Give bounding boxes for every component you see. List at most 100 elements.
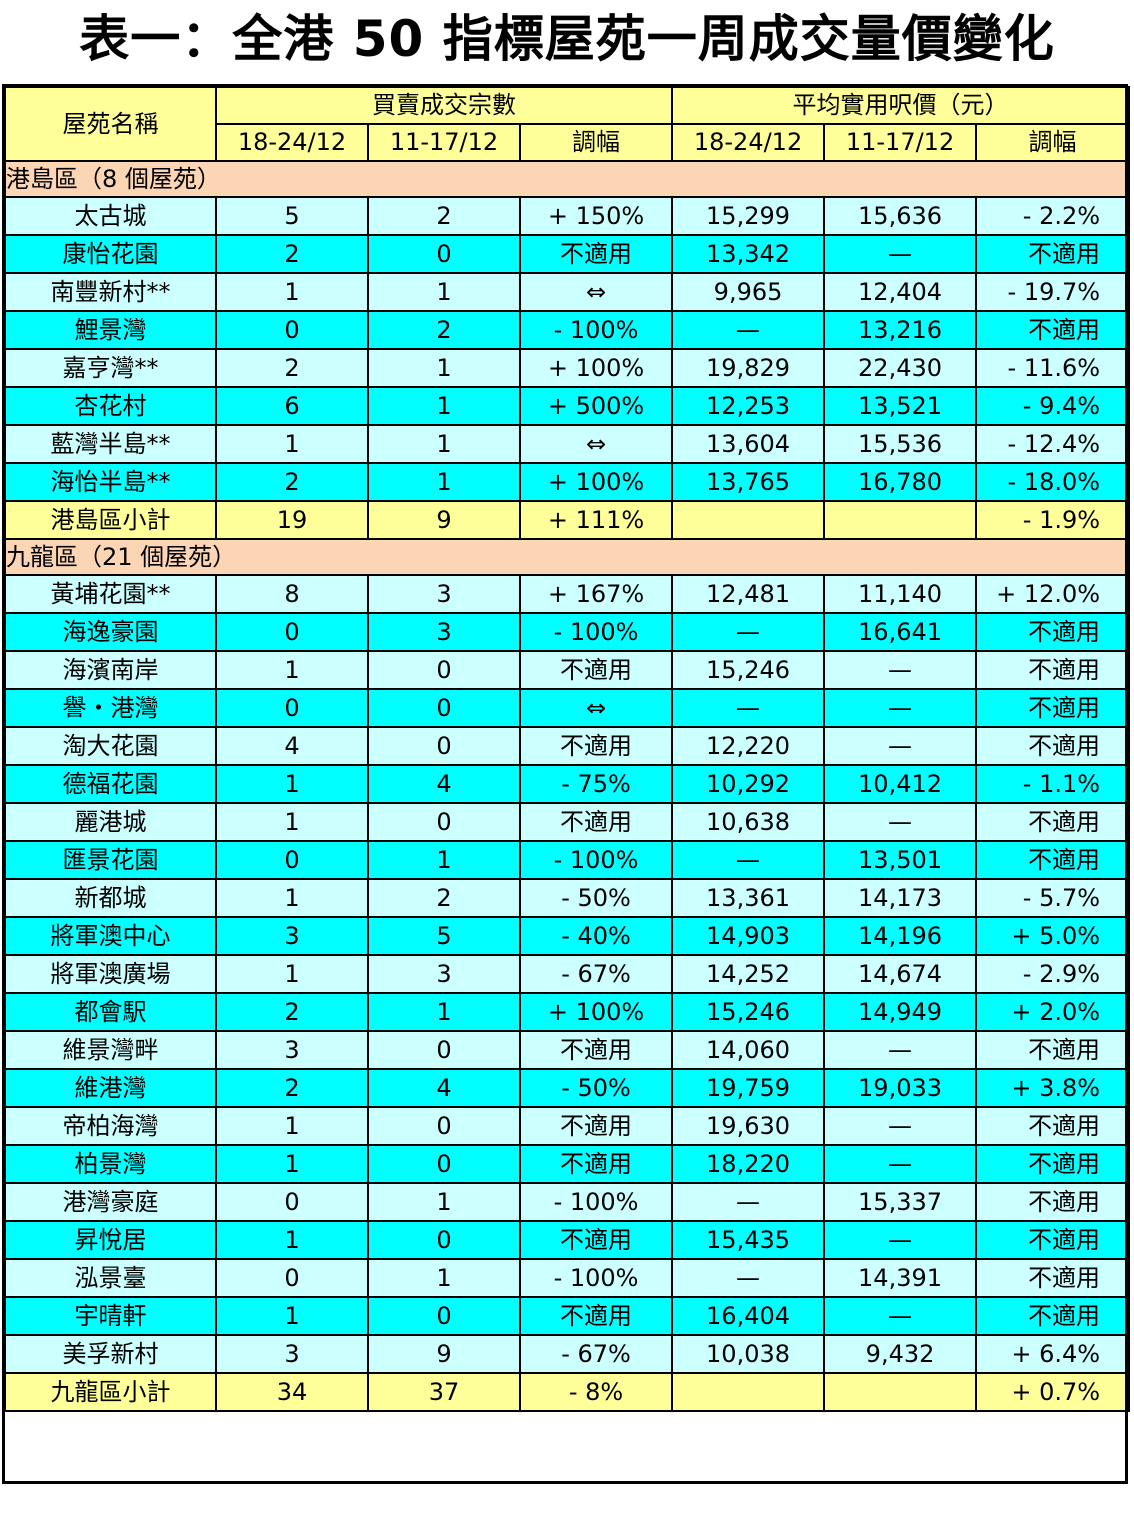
estate-name: 杏花村 [4,386,217,426]
table-cell: 10,292 [671,764,826,804]
transaction-table: 屋苑名稱 買賣成交宗數 平均實用呎價（元） 18-24/12 11-17/12 … [3,86,1131,1412]
table-cell: 2 [215,992,369,1032]
empty-dash: — [823,802,978,842]
table-row: 海濱南岸 1 0 不適用 15,246— 不適用 [4,650,1131,690]
table-cell: 15,636 [823,196,978,236]
table-cell: 15,246 [671,992,826,1032]
table-cell: 1 [367,272,521,312]
table-cell: 1 [215,954,369,994]
table-cell: 1 [215,650,369,690]
header-name-col: 屋苑名稱 [4,86,217,162]
table-cell: 14,391 [823,1258,978,1298]
table-cell: 1 [215,272,369,312]
table-cell: ⇔ [518,272,674,312]
table-cell: + 12.0% [975,574,1131,614]
table-cell: 12,253 [671,386,826,426]
table-cell: 1 [215,1296,369,1336]
table-cell: 2 [215,234,369,274]
table-cell: - 50% [518,878,674,918]
header-row-group: 屋苑名稱 買賣成交宗數 平均實用呎價（元） [4,86,1131,162]
table-cell: 1 [367,348,521,388]
table-cell: 不適用 [975,650,1131,690]
table-cell: 16,780 [823,462,978,502]
table-cell: 10,412 [823,764,978,804]
estate-name: 維港灣 [4,1068,217,1108]
table-cell: 不適用 [975,802,1131,842]
table-cell: 6 [215,386,369,426]
table-cell: - 2.9% [975,954,1131,994]
header-price-group: 平均實用呎價（元） [671,86,1131,125]
table-cell: 0 [367,726,521,766]
table-cell: 14,252 [671,954,826,994]
table-cell: 13,216 [823,310,978,350]
estate-name: 譽・港灣 [4,688,217,728]
table-cell [671,1372,826,1412]
table-cell: 8 [215,574,369,614]
table-cell: + 0.7% [975,1372,1131,1412]
estate-name: 太古城 [4,196,217,236]
table-row: 宇晴軒 1 0 不適用 16,404— 不適用 [4,1296,1131,1336]
table-cell: + 5.0% [975,916,1131,956]
table-cell: 14,173 [823,878,978,918]
table-cell: - 19.7% [975,272,1131,312]
estate-name: 淘大花園 [4,726,217,766]
table-cell [823,500,978,540]
table-cell: 3 [367,612,521,652]
table-cell: - 67% [518,954,674,994]
header-sub-col: 11-17/12 [367,123,521,162]
table-cell: 19 [215,500,369,540]
table-cell: 不適用 [518,726,674,766]
table-cell: - 100% [518,1182,674,1222]
table-cell: - 11.6% [975,348,1131,388]
table-cell: - 100% [518,840,674,880]
table-cell: 11,140 [823,574,978,614]
table-cell: 1 [367,992,521,1032]
table-cell: 4 [367,1068,521,1108]
table-cell: 2 [215,348,369,388]
table-cell: - 8% [518,1372,674,1412]
estate-name: 柏景灣 [4,1144,217,1184]
estate-name: 嘉亨灣** [4,348,217,388]
table-cell: - 75% [518,764,674,804]
table-cell: 16,404 [671,1296,826,1336]
estate-name: 南豐新村** [4,272,217,312]
table-row: 泓景臺 0 1- 100% —14,391 不適用 [4,1258,1131,1298]
table-row: 太古城 5 2 + 150% 15,299 15,636- 2.2% [4,196,1131,236]
table-row: 德福花園 1 4- 75% 10,292 10,412- 1.1% [4,764,1131,804]
table-cell: 15,435 [671,1220,826,1260]
table-cell: 0 [215,1258,369,1298]
table-cell: 0 [215,1182,369,1222]
table-cell: 0 [215,310,369,350]
table-cell: - 12.4% [975,424,1131,464]
region-header-row: 港島區（8 個屋苑） [3,160,1131,198]
empty-dash: — [823,1030,978,1070]
table-cell: 1 [215,1220,369,1260]
empty-dash: — [671,688,826,728]
estate-name: 帝柏海灣 [4,1106,217,1146]
table-cell: + 167% [518,574,674,614]
table-cell: 不適用 [975,688,1131,728]
table-cell: 34 [215,1372,369,1412]
table-cell: 0 [367,1030,521,1070]
table-cell: 9 [367,1334,521,1374]
table-cell: - 67% [518,1334,674,1374]
table-cell: 10,638 [671,802,826,842]
estate-name: 港灣豪庭 [4,1182,217,1222]
table-cell: 10,038 [671,1334,826,1374]
table-cell: 14,060 [671,1030,826,1070]
table-cell: 15,299 [671,196,826,236]
header-sub-col: 11-17/12 [823,123,978,162]
table-row: 海逸豪園 0 3- 100% —16,641 不適用 [4,612,1131,652]
header-sub-col: 18-24/12 [671,123,826,162]
table-cell: + 500% [518,386,674,426]
empty-dash: — [823,726,978,766]
table-cell: 1 [215,1144,369,1184]
table-cell: 3 [367,574,521,614]
table-cell: 不適用 [975,1220,1131,1260]
table-cell: 22,430 [823,348,978,388]
page-title: 表一：全港 50 指標屋苑一周成交量價變化 [79,10,1055,68]
estate-name: 都會駅 [4,992,217,1032]
table-cell: 不適用 [975,1258,1131,1298]
table-cell: 13,501 [823,840,978,880]
region-label: 九龍區（21 個屋苑） [3,538,1131,576]
